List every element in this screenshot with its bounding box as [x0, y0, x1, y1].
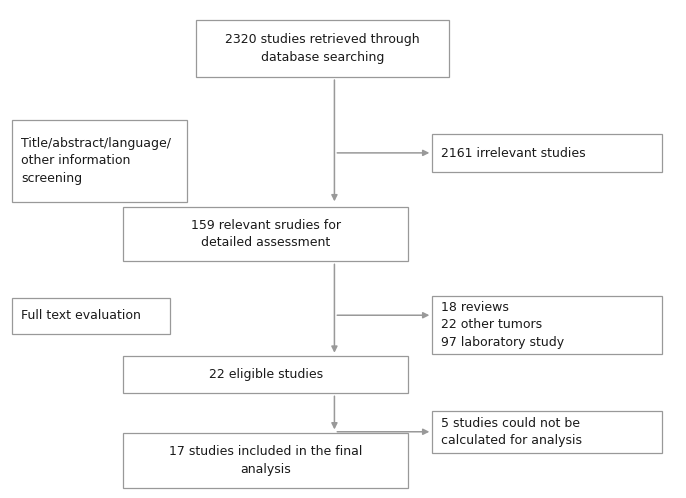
FancyBboxPatch shape [196, 20, 449, 77]
FancyBboxPatch shape [12, 120, 187, 202]
Text: 18 reviews
22 other tumors
97 laboratory study: 18 reviews 22 other tumors 97 laboratory… [441, 301, 564, 349]
Text: 22 eligible studies: 22 eligible studies [209, 368, 323, 381]
Text: 159 relevant srudies for
detailed assessment: 159 relevant srudies for detailed assess… [191, 219, 341, 249]
FancyBboxPatch shape [432, 411, 662, 453]
FancyBboxPatch shape [123, 433, 408, 488]
Text: 2161 irrelevant studies: 2161 irrelevant studies [441, 146, 586, 160]
Text: 5 studies could not be
calculated for analysis: 5 studies could not be calculated for an… [441, 417, 582, 447]
FancyBboxPatch shape [432, 134, 662, 172]
FancyBboxPatch shape [432, 296, 662, 354]
Text: Title/abstract/language/
other information
screening: Title/abstract/language/ other informati… [21, 136, 172, 185]
Text: 2320 studies retrieved through
database searching: 2320 studies retrieved through database … [225, 33, 420, 64]
Text: Full text evaluation: Full text evaluation [21, 309, 141, 322]
FancyBboxPatch shape [12, 298, 170, 334]
FancyBboxPatch shape [123, 207, 408, 261]
Text: 17 studies included in the final
analysis: 17 studies included in the final analysi… [169, 445, 362, 476]
FancyBboxPatch shape [123, 356, 408, 393]
